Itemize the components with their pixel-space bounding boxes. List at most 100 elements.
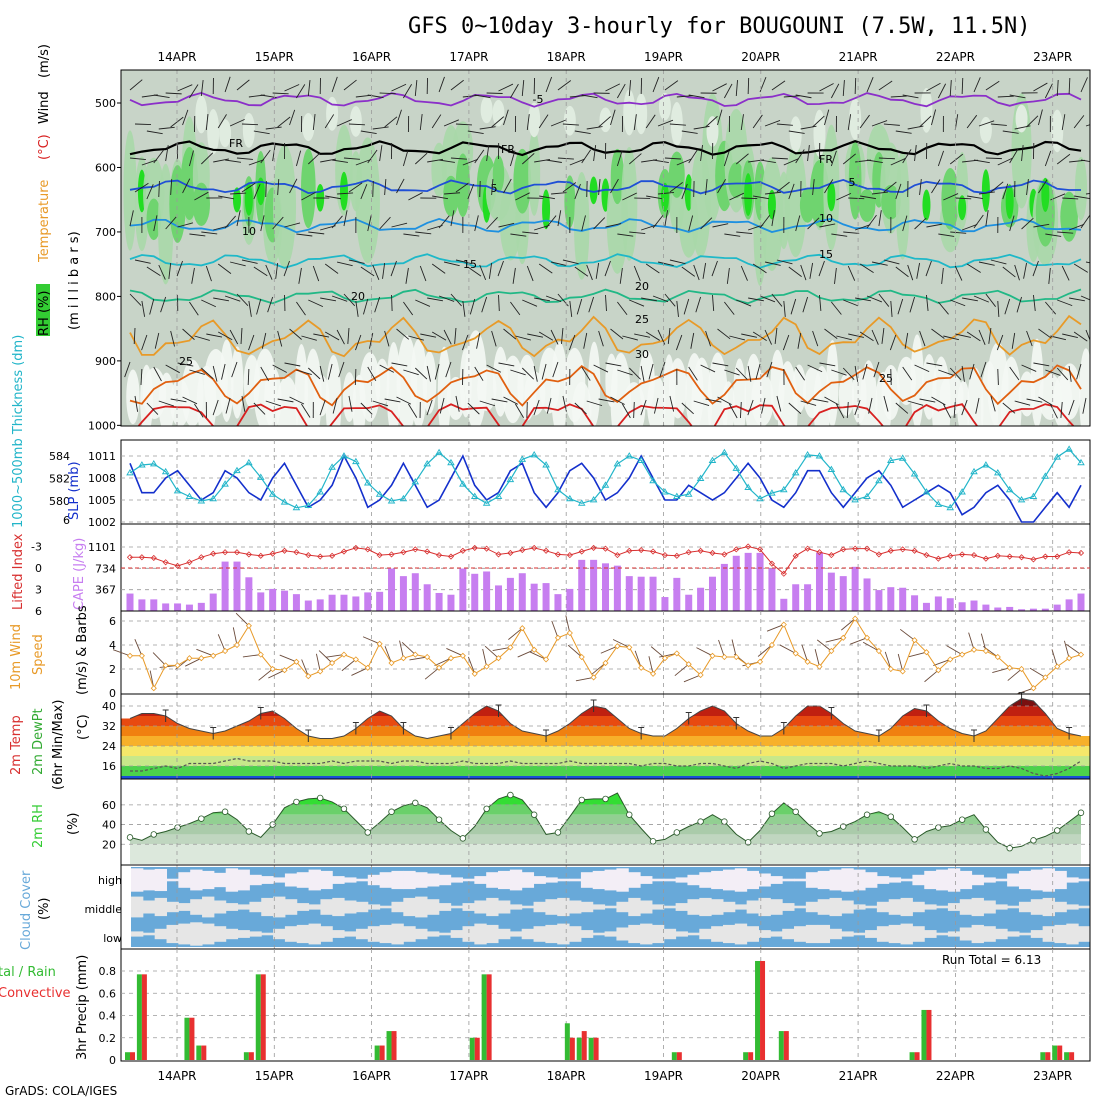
cloud-cell-high: [912, 874, 925, 886]
cloud-cell-high: [675, 877, 688, 883]
cloud-cell-high: [296, 872, 310, 888]
wind-barb: [819, 362, 836, 367]
wind-speed-point: [768, 641, 775, 649]
cloud-cell-low: [131, 931, 144, 937]
wind-barb: [267, 296, 274, 313]
wind-barb: [800, 125, 817, 130]
wind-barb: [177, 84, 193, 92]
wind-barb: [247, 368, 250, 386]
wind-barb: [301, 403, 311, 418]
cape-bar: [471, 573, 479, 611]
date-label-top: 15APR: [255, 50, 294, 64]
wind-speed-point: [875, 647, 882, 655]
lifted-point: [887, 547, 894, 554]
lifted-point: [697, 547, 704, 554]
lifted-point: [828, 552, 835, 559]
temp-band: [121, 756, 1090, 766]
wind-barb: [1057, 299, 1073, 307]
rh-point: [198, 815, 205, 822]
cloud-cell-low: [746, 926, 759, 942]
rh-point: [697, 818, 704, 825]
wind-barb: [396, 178, 405, 194]
wind-barb: [379, 145, 383, 162]
wind-barb: [741, 333, 758, 338]
wind-speed-point: [233, 641, 241, 649]
wind-barb: [194, 191, 209, 201]
cape-bar: [233, 561, 241, 611]
wind-barb: [491, 116, 505, 128]
wind-barb: [652, 159, 669, 163]
precip-total-bar: [909, 1052, 915, 1060]
wind-barb: [645, 331, 660, 341]
date-label-bottom: 23APR: [1033, 1069, 1072, 1083]
cloud-cell-high: [900, 878, 913, 882]
wind-barb: [200, 80, 204, 97]
wind-barb: [562, 123, 579, 126]
rh-patch-wet: [728, 162, 745, 199]
wind-barb: [550, 329, 559, 345]
cloud-cell-middle: [379, 905, 392, 909]
wind-barb: [248, 300, 252, 317]
rh-point: [744, 839, 752, 846]
wind-barb: [408, 403, 418, 418]
date-label-top: 14APR: [157, 50, 196, 64]
thickness-point: [1041, 472, 1050, 479]
thickness-point: [863, 492, 871, 499]
cloud-row-label: low: [103, 932, 122, 945]
lifted-point: [566, 552, 573, 559]
wind-speed-point: [947, 656, 954, 663]
precip-convective-bar: [1069, 1052, 1075, 1060]
panel-frame: [120, 948, 1091, 1062]
wind-barb: [379, 92, 396, 95]
cloud-cell-middle: [888, 899, 902, 915]
wind-barb: [783, 95, 800, 98]
wind-barb: [438, 215, 450, 229]
wind-barb: [598, 179, 601, 196]
wind-barb: [693, 125, 710, 130]
lifted-point: [673, 552, 680, 559]
wind-barb-10m: [268, 669, 285, 679]
cloud-cell-middle: [746, 900, 759, 914]
wind-barb: [705, 179, 708, 196]
wind-barb: [681, 266, 696, 277]
cloud-cell-low: [983, 926, 996, 942]
rh-patch-light: [599, 107, 612, 133]
rh-patch-light: [1015, 104, 1028, 133]
wind-barb: [836, 192, 852, 201]
lifted-point: [875, 551, 882, 558]
wind-barb: [926, 362, 943, 367]
cloud-cell-middle: [344, 900, 357, 914]
wind-barb: [574, 402, 587, 415]
lifted-point: [412, 546, 419, 553]
wind-barb-10m: [980, 633, 987, 652]
precip-tick-label: 0.8: [99, 965, 117, 978]
wind-barb: [895, 130, 912, 134]
wind-barb: [348, 182, 363, 193]
wind-barb: [978, 261, 995, 266]
wind-barb: [284, 222, 301, 228]
wind-barb: [391, 83, 407, 92]
wind-barb: [541, 363, 547, 380]
wind-barb-10m: [492, 646, 511, 652]
wind-barb: [973, 159, 990, 164]
cape-bar: [625, 576, 633, 611]
thickness-point: [375, 490, 384, 497]
cloud-cell-high: [367, 874, 381, 886]
thickness-point: [684, 490, 693, 497]
wind-barb: [1061, 265, 1070, 281]
wind-barb: [355, 334, 362, 351]
rh-band: [130, 844, 1081, 864]
wind-barb: [486, 92, 503, 94]
wind-barb: [438, 76, 445, 93]
cloud-cell-middle: [900, 897, 913, 917]
wind-barb: [1016, 296, 1022, 313]
cloud-cell-middle: [237, 904, 250, 910]
wind-barb: [272, 364, 287, 373]
cape-bar: [1041, 608, 1049, 611]
wind-barb: [966, 263, 981, 273]
rh-patch-dry: [126, 369, 140, 425]
wind-barb: [728, 403, 738, 419]
wind-barb: [747, 77, 750, 95]
wind-barb: [474, 215, 479, 232]
